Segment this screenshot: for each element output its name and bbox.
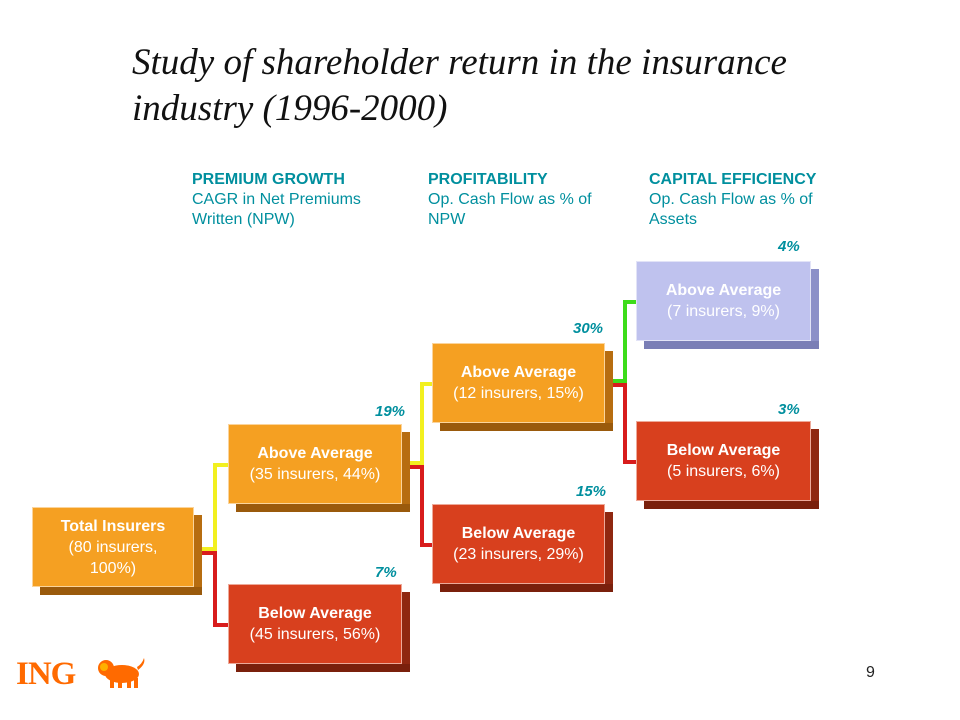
node-label: Below Average — [461, 525, 576, 542]
node-label: Below Average — [258, 605, 372, 622]
column-subtitle: Op. Cash Flow as % of Assets — [649, 191, 813, 228]
connector-profit-below — [410, 465, 432, 547]
node-capital-below: Below Average (5 insurers, 6%) — [636, 421, 819, 509]
node-label: Above Average — [460, 364, 577, 381]
connector-profit-above — [410, 382, 432, 465]
return-profit-above: 30% — [573, 320, 604, 337]
column-title: CAPITAL EFFICIENCY — [649, 171, 817, 188]
column-heading-premium-growth: PREMIUM GROWTH CAGR in Net Premiums Writ… — [192, 170, 407, 230]
node-detail: (5 insurers, 6%) — [667, 463, 780, 480]
node-detail: (45 insurers, 56%) — [249, 626, 381, 643]
page-number: 9 — [866, 664, 875, 681]
node-detail: (35 insurers, 44%) — [249, 466, 381, 483]
node-profit-above: Above Average (12 insurers, 15%) — [432, 343, 613, 431]
node-growth-below: Below Average (45 insurers, 56%) — [228, 584, 410, 672]
column-title: PREMIUM GROWTH — [192, 171, 345, 188]
node-growth-above: Above Average (35 insurers, 44%) — [228, 424, 410, 512]
node-label: Above Average — [257, 445, 373, 462]
column-heading-capital-efficiency: CAPITAL EFFICIENCY Op. Cash Flow as % of… — [649, 170, 859, 230]
node-total-insurers: Total Insurers (80 insurers, 100%) — [32, 507, 202, 595]
node-label: Total Insurers — [60, 517, 166, 535]
node-label: Below Average — [666, 442, 781, 459]
lion-icon — [98, 658, 145, 688]
node-profit-below: Below Average (23 insurers, 29%) — [432, 504, 613, 592]
return-capital-below: 3% — [778, 401, 800, 418]
return-capital-above: 4% — [778, 238, 800, 255]
ing-logo: ING — [16, 654, 146, 694]
column-subtitle: Op. Cash Flow as % of NPW — [428, 191, 592, 228]
node-capital-above: Above Average (7 insurers, 9%) — [636, 261, 819, 349]
node-detail: (7 insurers, 9%) — [667, 303, 780, 320]
return-profit-below: 15% — [576, 483, 607, 500]
connector-capital-below — [613, 383, 636, 464]
node-detail: (80 insurers, 100%) — [68, 538, 158, 577]
return-growth-above: 19% — [375, 403, 406, 420]
column-title: PROFITABILITY — [428, 171, 548, 188]
node-detail: (12 insurers, 15%) — [453, 385, 584, 402]
logo-text: ING — [16, 656, 76, 692]
node-label: Above Average — [665, 282, 782, 299]
connector-capital-above — [613, 300, 636, 383]
column-subtitle: CAGR in Net Premiums Written (NPW) — [192, 191, 361, 228]
return-growth-below: 7% — [375, 564, 397, 581]
column-heading-profitability: PROFITABILITY Op. Cash Flow as % of NPW — [428, 170, 608, 230]
node-detail: (23 insurers, 29%) — [453, 546, 584, 563]
connector-growth-above — [202, 463, 228, 551]
connector-growth-below — [202, 551, 228, 627]
page-title: Study of shareholder return in the insur… — [132, 42, 787, 129]
